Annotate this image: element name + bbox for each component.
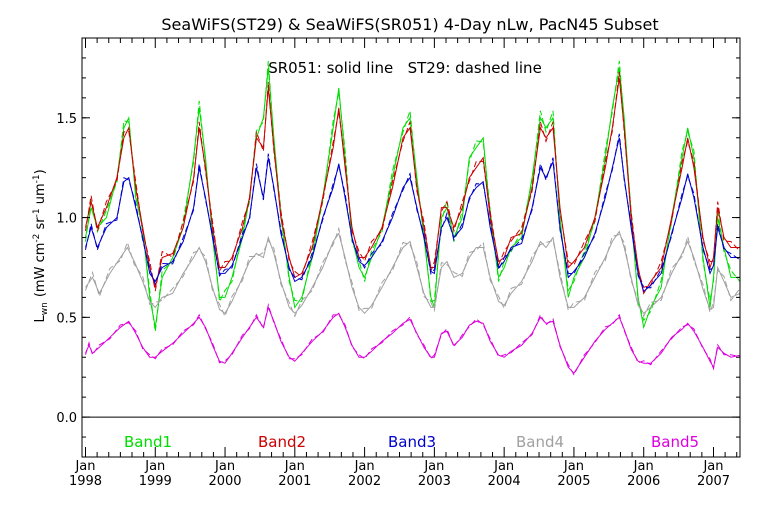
series-line-band2-st29 [85,71,740,292]
x-tick-year-label: 2002 [348,474,381,489]
y-axis-label: Lwn(mW cm-2 sr-1 um-1) [32,149,50,352]
y-axis-label-symbol: L [33,314,48,322]
chart-title: SeaWiFS(ST29) & SeaWiFS(SR051) 4-Day nLw… [161,15,658,34]
y-tick-label: 1.0 [56,212,77,227]
legend-entry-band5: Band5 [651,433,699,451]
line-style-annotation: SR051: solid line ST29: dashed line [268,59,542,77]
x-tick-year-label: 2005 [557,474,590,489]
legend: Band1 Band2 Band3 Band4 Band5 [124,433,699,451]
y-axis-label-exp1: -2 [32,234,42,243]
x-tick-year-label: 2004 [488,474,521,489]
x-tick-year-label: 2006 [627,474,660,489]
legend-entry-band1: Band1 [124,433,172,451]
x-tick-year-label: 1998 [69,474,102,489]
x-tick-year-label: 2001 [278,474,311,489]
y-axis-label-subscript: wn [40,302,50,315]
y-axis-label-units: (mW cm [33,243,48,298]
y-axis-label-sr: sr [33,217,48,234]
plot-frame [81,37,741,458]
x-tick-month-label: Jan [144,459,165,474]
series-line-band4-sr051 [85,230,740,315]
y-axis-label-close: ) [33,169,48,174]
y-axis-label-um: um [33,183,48,208]
y-tick-label: 0.0 [56,411,77,426]
series-line-band1-sr051 [85,67,740,330]
plot-area [82,60,740,418]
x-tick-month-label: Jan [423,459,444,474]
svg-text:Lwn(mW cm-2 sr-1 um-1): Lwn(mW cm-2 sr-1 um-1) [32,149,50,352]
legend-entry-band3: Band3 [388,433,436,451]
series-line-band3-st29 [85,133,740,289]
y-tick-label: 0.5 [56,311,77,326]
legend-entry-band4: Band4 [516,433,564,451]
y-axis-label-exp3: -1 [32,174,42,183]
y-axis-label-exp2: -1 [32,208,42,217]
x-tick-month-label: Jan [633,459,654,474]
x-tick-year-label: 2007 [697,474,730,489]
y-tick-label: 1.5 [56,112,77,127]
x-axis-ticks: Jan1998Jan1999Jan2000Jan2001Jan2002Jan20… [69,38,738,489]
series-line-band5-st29 [85,303,740,376]
x-tick-month-label: Jan [563,459,584,474]
x-tick-month-label: Jan [702,459,723,474]
x-tick-month-label: Jan [493,459,514,474]
x-tick-month-label: Jan [354,459,375,474]
x-tick-month-label: Jan [284,459,305,474]
legend-entry-band2: Band2 [258,433,306,451]
x-tick-year-label: 2003 [418,474,451,489]
x-tick-year-label: 1999 [139,474,172,489]
x-tick-month-label: Jan [74,459,95,474]
series-line-band5-sr051 [85,305,740,375]
series-line-band1-st29 [85,60,740,332]
y-axis-ticks: 0.0 0.5 1.0 1.5 [56,37,740,458]
x-tick-year-label: 2000 [208,474,241,489]
series-line-band3-sr051 [85,137,740,293]
series-line-band4-st29 [85,226,740,318]
x-tick-month-label: Jan [214,459,235,474]
